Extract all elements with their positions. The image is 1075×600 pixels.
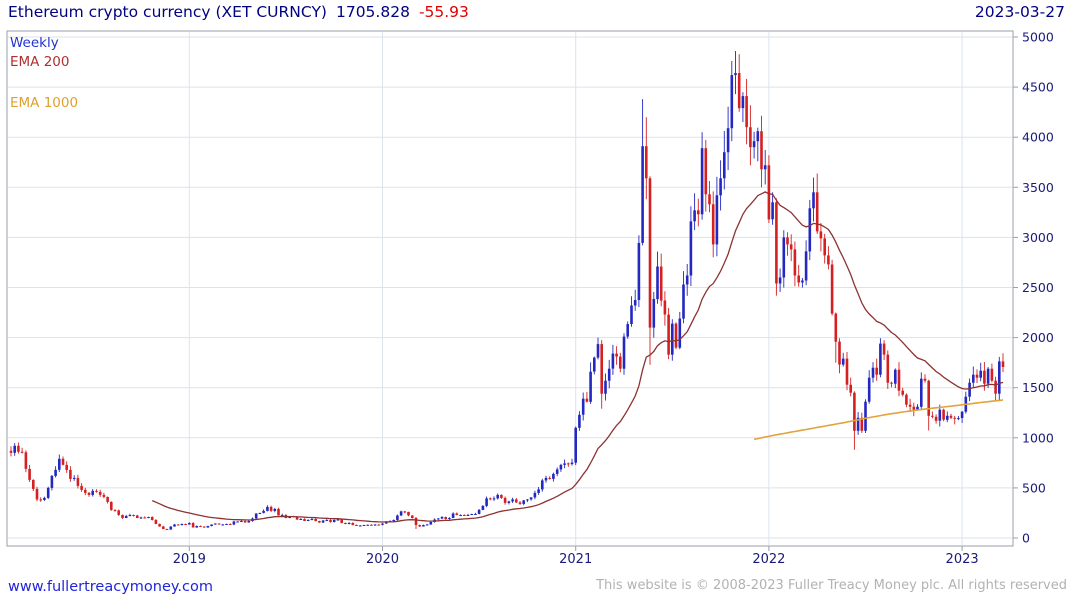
svg-text:500: 500 (1022, 480, 1046, 495)
site-link[interactable]: www.fullertreacymoney.com (8, 579, 213, 595)
last-price: 1705.828 (335, 3, 410, 21)
page-title: Ethereum crypto currency (XET CURNCY) (8, 3, 327, 21)
svg-text:1500: 1500 (1022, 380, 1054, 395)
svg-text:2021: 2021 (559, 552, 592, 567)
svg-text:2020: 2020 (366, 552, 399, 567)
svg-text:2022: 2022 (752, 552, 785, 567)
svg-text:2023: 2023 (946, 552, 979, 567)
svg-text:2000: 2000 (1022, 330, 1054, 345)
svg-text:3500: 3500 (1022, 180, 1054, 195)
svg-text:5000: 5000 (1022, 30, 1054, 45)
title-group: Ethereum crypto currency (XET CURNCY) 17… (8, 3, 469, 21)
svg-text:4500: 4500 (1022, 80, 1054, 95)
svg-text:4000: 4000 (1022, 130, 1054, 145)
ema-1000-line (753, 399, 1004, 441)
y-axis: 0 500 1000 1500 2000 2500 3000 3500 4000 4500 5000 (1013, 30, 1054, 546)
chart-header: Ethereum crypto currency (XET CURNCY) 17… (8, 3, 1065, 21)
ema-200-line (151, 191, 1004, 523)
candles (9, 51, 1005, 530)
legend: Weekly EMA 200 EMA 1000 (10, 34, 78, 113)
svg-text:2019: 2019 (173, 552, 206, 567)
plot-border (6, 30, 1014, 547)
legend-weekly: Weekly (10, 35, 59, 51)
legend-ema-1000: EMA 1000 (10, 95, 79, 111)
price-change: -55.93 (418, 3, 469, 21)
legend-ema-200: EMA 200 (10, 54, 70, 70)
x-axis: 2019 2020 2021 2022 2023 (173, 546, 979, 567)
svg-text:2500: 2500 (1022, 280, 1054, 295)
date-label: 2023-03-27 (974, 3, 1065, 21)
svg-text:0: 0 (1022, 531, 1030, 546)
copyright-text: This website is © 2008-2023 Fuller Treac… (596, 578, 1067, 593)
svg-text:3000: 3000 (1022, 230, 1054, 245)
grid (8, 32, 1012, 545)
svg-text:1000: 1000 (1022, 430, 1054, 445)
